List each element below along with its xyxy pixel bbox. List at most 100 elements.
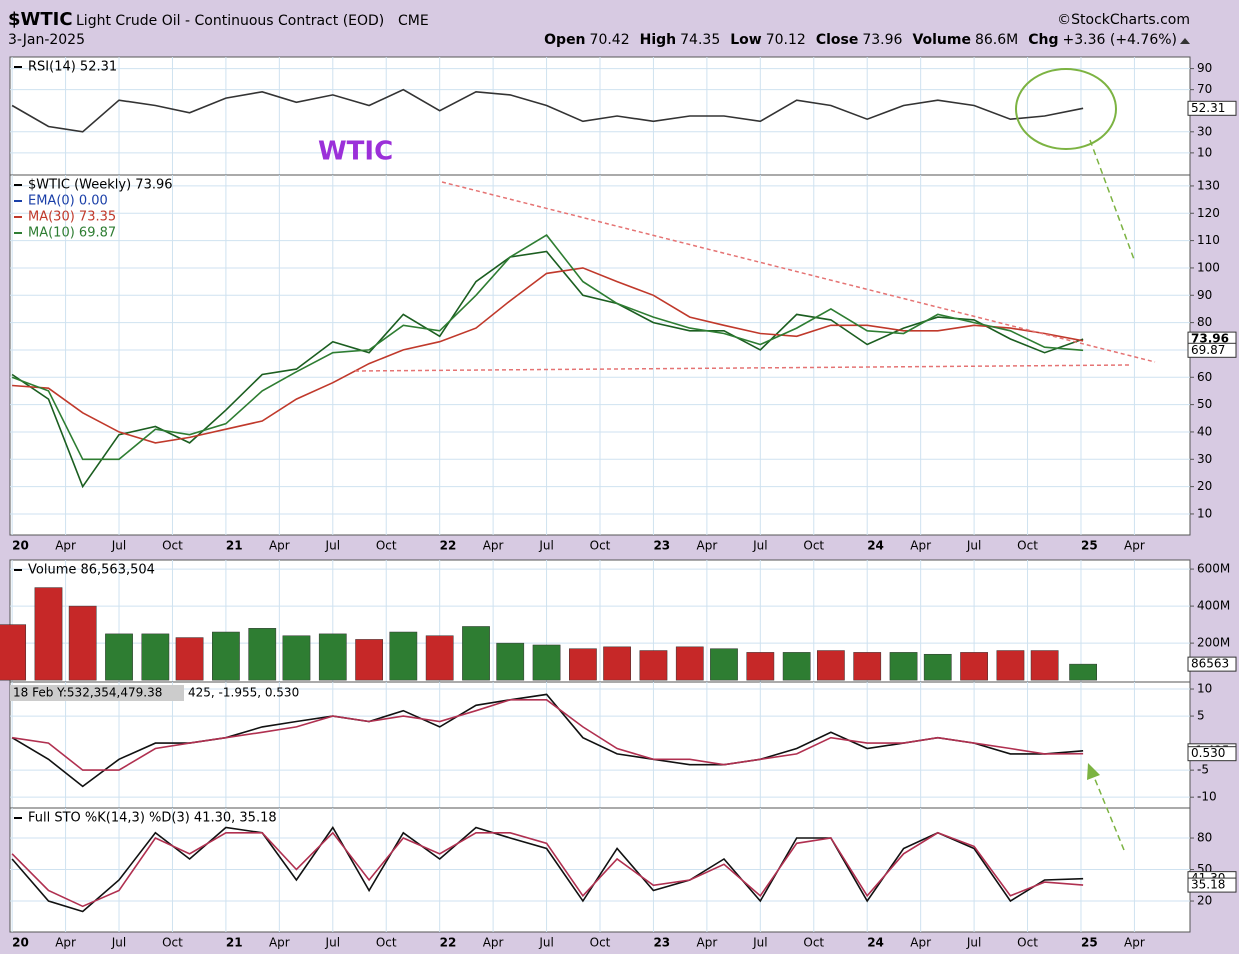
arrow — [1089, 139, 1136, 263]
arrow-head — [1087, 763, 1100, 780]
x-tick-label: Jul — [111, 539, 126, 553]
y-tick-label: 50 — [1197, 397, 1212, 411]
y-tick-label: 40 — [1197, 424, 1212, 438]
quote-label: High — [640, 32, 677, 48]
quote-value: 70.12 — [766, 32, 806, 48]
quote-label: Close — [816, 32, 859, 48]
volume-bar — [462, 626, 490, 681]
x-tick-label: 21 — [226, 936, 243, 950]
x-tick-label: 24 — [867, 936, 884, 950]
y-tick-label: 10 — [1197, 682, 1212, 696]
x-tick-label: Apr — [55, 539, 76, 553]
value-tag: 69.87 — [1191, 343, 1225, 357]
y-tick-label: 200M — [1197, 636, 1230, 650]
quote-value: +3.36 (+4.76%) — [1063, 32, 1177, 48]
x-tick-label: Apr — [1124, 539, 1145, 553]
y-tick-label: -5 — [1197, 763, 1209, 777]
volume-bar — [532, 644, 561, 681]
instrument-name: Light Crude Oil - Continuous Contract (E… — [76, 13, 384, 29]
x-tick-label: Oct — [803, 539, 824, 553]
y-tick-label: 400M — [1197, 599, 1230, 613]
volume-bar — [282, 635, 311, 681]
x-tick-label: Apr — [269, 539, 290, 553]
x-tick-label: Jul — [752, 936, 767, 950]
value-tag-box — [1187, 100, 1237, 116]
value-tag: 0.530 — [1191, 746, 1225, 760]
x-tick-label: Jul — [111, 936, 126, 950]
quote-label: Low — [730, 32, 762, 48]
volume-bar — [960, 652, 988, 681]
annotation: WTIC — [318, 137, 393, 167]
volume-bar — [248, 628, 277, 681]
y-tick-label: 10 — [1197, 145, 1212, 159]
x-tick-label: Oct — [803, 936, 824, 950]
arrow — [1091, 771, 1125, 851]
x-tick-label: 22 — [440, 539, 457, 553]
quote-label: Open — [544, 32, 585, 48]
y-tick-label: 10 — [1197, 506, 1212, 520]
volume-bar — [853, 652, 882, 681]
x-tick-label: Oct — [376, 936, 397, 950]
y-tick-label: 80 — [1197, 831, 1212, 845]
volume-bar — [923, 653, 952, 681]
x-tick-label: 25 — [1081, 539, 1098, 553]
x-tick-label: Jul — [325, 936, 340, 950]
y-tick-label: 110 — [1197, 233, 1220, 247]
x-tick-label: Jul — [538, 539, 553, 553]
y-tick-label: 30 — [1197, 452, 1212, 466]
volume-bar — [212, 631, 240, 681]
quote-label: Volume — [912, 32, 971, 48]
date: 3-Jan-2025 — [8, 32, 85, 48]
x-tick-label: 25 — [1081, 936, 1098, 950]
legend-entry: Full STO %K(14,3) %D(3) 41.30, 35.18 — [28, 811, 277, 826]
highlight-circle — [1015, 68, 1117, 150]
legend-entry: Volume 86,563,504 — [28, 563, 155, 578]
x-tick-label: Apr — [483, 539, 504, 553]
y-tick-label: 30 — [1197, 124, 1212, 138]
value-tag: 35.18 — [1191, 878, 1225, 892]
resistance-trendline — [441, 181, 1156, 363]
volume-bar — [0, 624, 27, 681]
series-line — [11, 234, 1084, 461]
x-tick-label: 20 — [12, 539, 29, 553]
y-tick-label: 5 — [1197, 709, 1205, 723]
x-tick-label: Oct — [162, 539, 183, 553]
y-tick-label: 20 — [1197, 479, 1212, 493]
volume-bar — [816, 650, 845, 681]
x-tick-label: Apr — [910, 936, 931, 950]
tooltip: 18 Feb Y:532,354,479.38 — [13, 686, 162, 700]
support-trendline — [354, 364, 1131, 372]
volume-bar — [105, 633, 133, 681]
symbol: $WTIC — [8, 9, 73, 30]
volume-bar — [1069, 663, 1097, 681]
legend-entry: RSI(14) 52.31 — [28, 60, 117, 75]
x-tick-label: 23 — [653, 936, 670, 950]
volume-bar — [639, 650, 668, 681]
x-tick-label: Jul — [325, 539, 340, 553]
y-tick-label: 100 — [1197, 260, 1220, 274]
value-tag: 52.31 — [1191, 101, 1225, 115]
value-tag-box — [1187, 746, 1237, 762]
volume-bar — [318, 633, 347, 681]
x-tick-label: Apr — [1124, 936, 1145, 950]
change-arrow — [1180, 38, 1190, 44]
series-line — [11, 250, 1084, 489]
y-tick-label: 90 — [1197, 288, 1212, 302]
x-tick-label: Oct — [1017, 936, 1038, 950]
x-tick-label: Jul — [966, 936, 981, 950]
quote-value: 86.6M — [975, 32, 1018, 48]
value-tag-box — [1187, 342, 1237, 358]
volume-bar — [141, 633, 170, 681]
x-tick-label: Oct — [376, 539, 397, 553]
x-tick-label: Jul — [752, 539, 767, 553]
volume-bar — [746, 652, 775, 681]
x-tick-label: 22 — [440, 936, 457, 950]
volume-bar — [710, 648, 738, 681]
volume-bar — [355, 639, 384, 681]
tooltip-box — [10, 685, 184, 701]
y-tick-label: 60 — [1197, 370, 1212, 384]
series-line — [11, 831, 1084, 908]
